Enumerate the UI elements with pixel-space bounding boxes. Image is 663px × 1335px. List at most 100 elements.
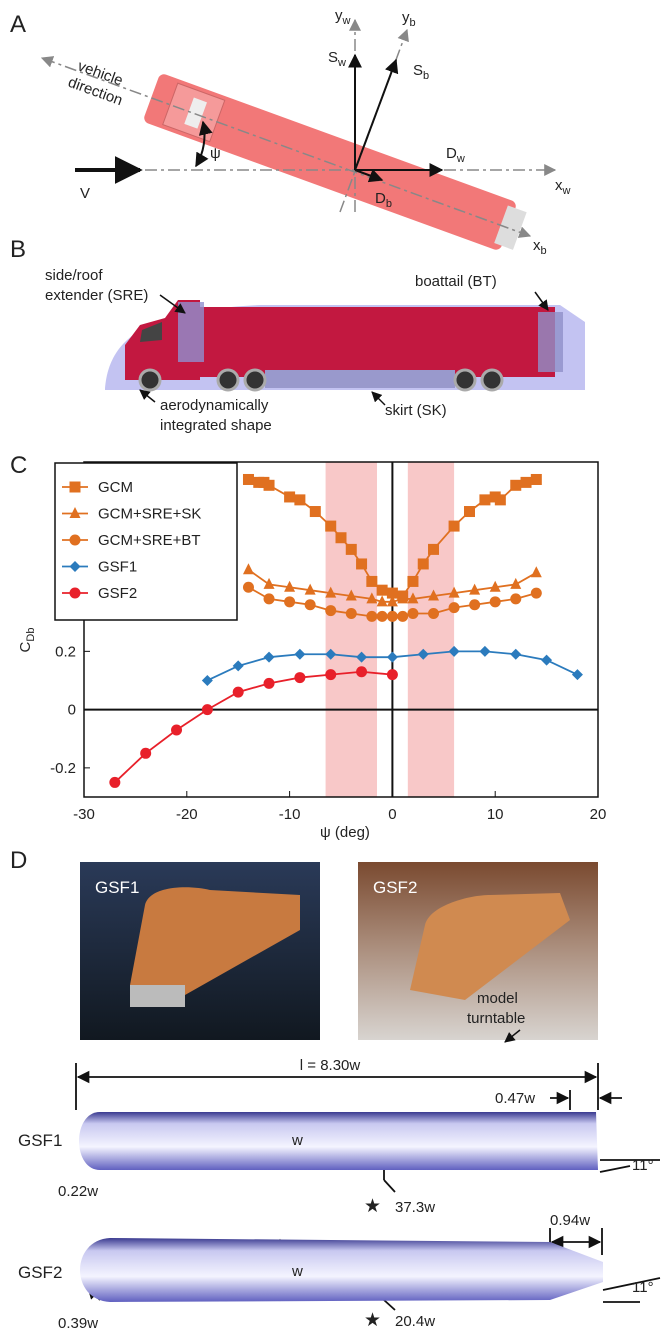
- marker: [572, 669, 583, 680]
- marker: [449, 521, 460, 532]
- marker: [521, 477, 532, 488]
- marker: [418, 558, 429, 569]
- label: w: [291, 1263, 303, 1280]
- label: 11°: [632, 1157, 654, 1174]
- truck-top-view: [143, 73, 529, 256]
- legend-label: GCM: [98, 479, 133, 496]
- marker: [264, 480, 275, 491]
- marker: [305, 599, 316, 610]
- marker: [407, 576, 418, 587]
- skirt: [265, 370, 455, 388]
- legend-marker: [70, 482, 81, 493]
- label: xw: [555, 177, 571, 197]
- label: model: [477, 990, 518, 1007]
- legend-label: GCM+SRE+BT: [98, 532, 201, 549]
- model-base: [130, 985, 185, 1007]
- marker: [495, 494, 506, 505]
- label: boattail (BT): [415, 273, 497, 290]
- base: S: [328, 49, 338, 66]
- marker: [294, 494, 305, 505]
- x-tick-label: -10: [279, 806, 301, 823]
- label: 0.47w: [495, 1090, 535, 1107]
- marker: [479, 494, 490, 505]
- label: extender (SRE): [45, 287, 148, 304]
- panel-b: B side/roof extender (SRE) boattail (BT)…: [10, 236, 585, 434]
- trailer: [185, 307, 555, 377]
- y-axis-label: CDb: [17, 628, 37, 653]
- marker: [387, 611, 398, 622]
- marker: [294, 649, 305, 660]
- label: w: [291, 1132, 303, 1149]
- marker: [243, 474, 254, 485]
- marker: [243, 563, 254, 574]
- label: integrated shape: [160, 417, 272, 434]
- marker: [397, 611, 408, 622]
- sub: b: [541, 245, 547, 257]
- marker: [264, 678, 275, 689]
- x-tick-label: 10: [487, 806, 504, 823]
- panel-c: C ψ (deg) CDb -0.200.20.40.60.8-30-20-10…: [10, 452, 606, 841]
- panel-label: C: [10, 452, 27, 479]
- marker: [243, 582, 254, 593]
- gsf1-body: [79, 1112, 598, 1170]
- marker: [387, 669, 398, 680]
- marker: [233, 687, 244, 698]
- marker: [140, 748, 151, 759]
- marker: [449, 602, 460, 613]
- label: 0.22w: [58, 1183, 98, 1200]
- base: D: [446, 145, 457, 162]
- label: turntable: [467, 1010, 525, 1027]
- marker: [202, 704, 213, 715]
- marker: [377, 611, 388, 622]
- label: side/roof: [45, 267, 103, 284]
- figure: A vehicle direction ψ V yw yb Sw Sb Dw D…: [0, 0, 663, 1335]
- sub: w: [337, 57, 346, 69]
- marker: [490, 596, 501, 607]
- panel-a: A vehicle direction ψ V yw yb Sw Sb Dw D…: [10, 7, 571, 257]
- sub: Db: [25, 628, 37, 642]
- marker: [346, 608, 357, 619]
- base: D: [375, 190, 386, 207]
- marker: [264, 578, 275, 589]
- label: V: [80, 185, 90, 202]
- marker: [377, 585, 388, 596]
- sub: b: [410, 17, 416, 29]
- marker: [233, 660, 244, 671]
- x-tick-label: 20: [590, 806, 607, 823]
- marker: [171, 725, 182, 736]
- marker: [346, 544, 357, 555]
- marker: [531, 474, 542, 485]
- page: {"panel_a":{"label":"A","vehicle":"vehic…: [0, 0, 663, 1335]
- marker: [407, 608, 418, 619]
- label: 11°: [632, 1279, 654, 1296]
- label: GSF1: [18, 1131, 62, 1150]
- marker: [356, 666, 367, 677]
- panel-label: B: [10, 236, 26, 263]
- label: Sb: [413, 62, 429, 82]
- marker: [284, 491, 295, 502]
- marker: [202, 675, 213, 686]
- base: C: [17, 641, 34, 652]
- photo-label: GSF1: [95, 878, 139, 897]
- marker: [531, 566, 542, 577]
- panel-label: D: [10, 847, 27, 874]
- marker: [366, 611, 377, 622]
- gsf2-body: [80, 1238, 603, 1302]
- label: 20.4w: [395, 1313, 435, 1330]
- marker: [264, 593, 275, 604]
- marker: [531, 588, 542, 599]
- label: 37.3w: [395, 1199, 435, 1216]
- marker: [387, 652, 398, 663]
- legend-label: GCM+SRE+SK: [98, 506, 201, 523]
- label: yb: [402, 9, 416, 29]
- marker: [294, 672, 305, 683]
- label: yw: [335, 7, 351, 27]
- marker: [510, 578, 521, 589]
- panel-d: D GSF1 GSF2 model turntable l = 8.30w 0.…: [10, 847, 660, 1332]
- y-tick-label: 0.2: [55, 643, 76, 660]
- marker: [510, 649, 521, 660]
- photo-label: GSF2: [373, 878, 417, 897]
- marker: [325, 605, 336, 616]
- marker: [510, 593, 521, 604]
- x-tick-label: 0: [388, 806, 396, 823]
